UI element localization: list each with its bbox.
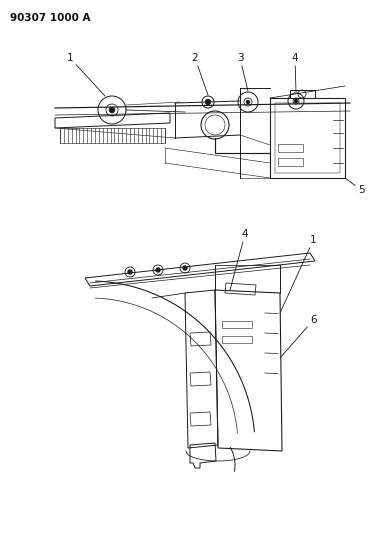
Text: 2: 2 [192, 53, 208, 95]
Bar [222, 336, 252, 343]
Text: 6: 6 [280, 315, 317, 358]
Text: 4: 4 [230, 229, 248, 290]
Bar [222, 321, 252, 328]
Text: 5: 5 [345, 178, 364, 195]
Bar [270, 98, 345, 178]
Text: 90307 1000 A: 90307 1000 A [10, 13, 91, 23]
Text: 4: 4 [292, 53, 298, 92]
Circle shape [294, 100, 298, 102]
Circle shape [128, 270, 132, 274]
Circle shape [109, 108, 114, 112]
Text: 1: 1 [67, 53, 105, 96]
Circle shape [183, 266, 187, 270]
Text: 3: 3 [237, 53, 248, 91]
Circle shape [247, 101, 249, 103]
Bar [275, 103, 340, 173]
Bar [290, 90, 315, 98]
Circle shape [156, 268, 160, 272]
Bar [278, 158, 303, 166]
Text: 1: 1 [280, 235, 317, 313]
Circle shape [205, 100, 210, 104]
Bar [278, 144, 303, 152]
